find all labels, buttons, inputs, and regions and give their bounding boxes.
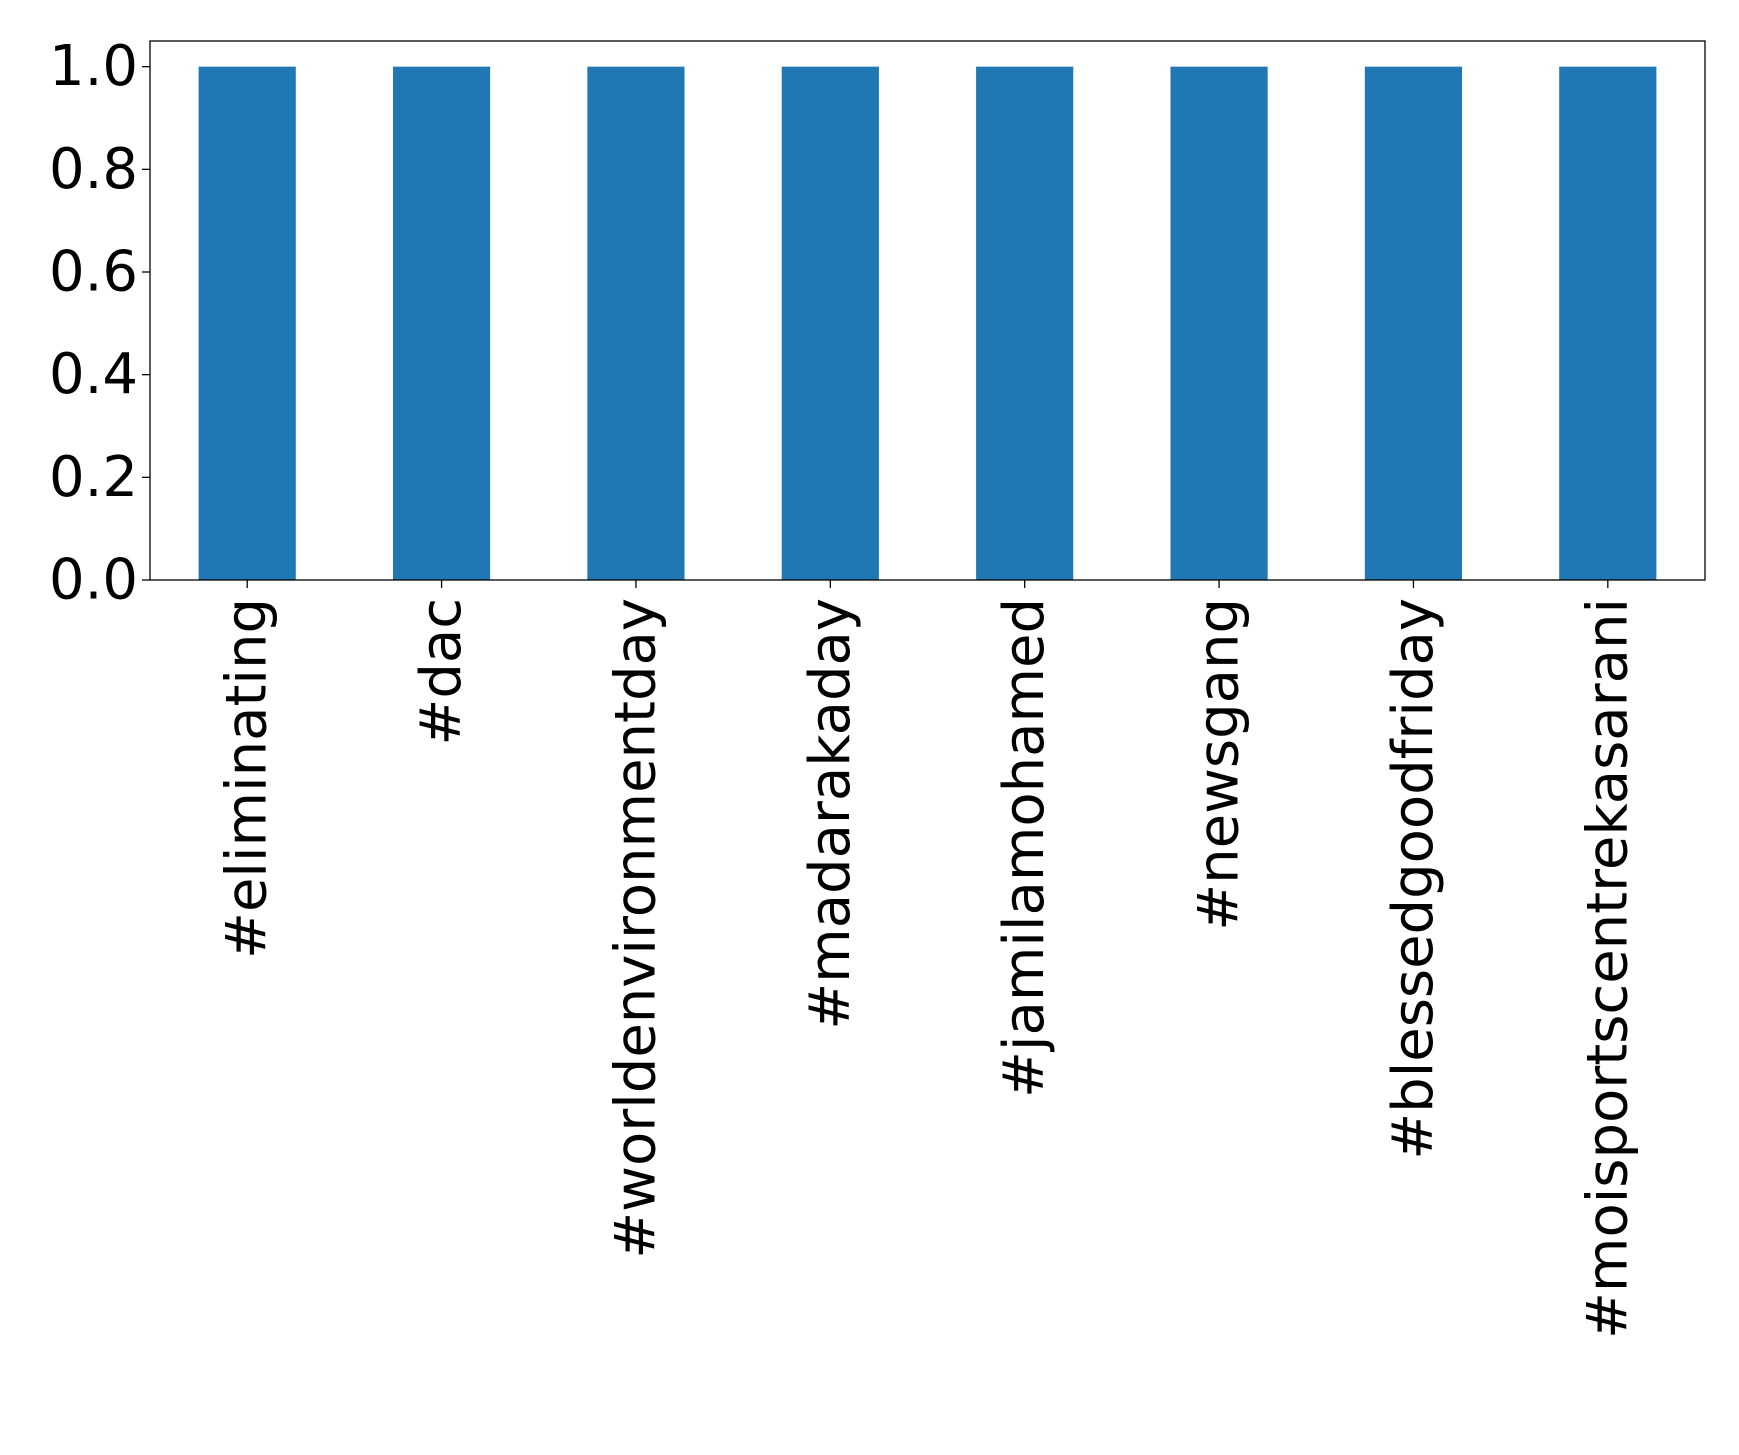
plot-frame xyxy=(149,40,1706,581)
x-tick-label: #moisportscentrekasarani xyxy=(1575,598,1640,1339)
x-tick-label: #blessedgoodfriday xyxy=(1381,598,1446,1160)
bar xyxy=(392,66,491,580)
y-tick-label: 0.0 xyxy=(49,548,138,613)
bars-group xyxy=(198,66,1657,580)
y-tick-label: 1.0 xyxy=(49,34,138,99)
bar xyxy=(1559,66,1657,580)
x-tick-label: #worldenvironmentday xyxy=(603,598,668,1259)
bar xyxy=(1170,66,1268,580)
x-tick-label: #jamilamohamed xyxy=(992,598,1057,1098)
y-tick-label: 0.6 xyxy=(49,240,138,305)
bar xyxy=(781,66,879,580)
x-tick-label: #dac xyxy=(409,598,474,746)
bar xyxy=(587,66,685,580)
y-axis: 0.0 0.2 0.4 0.6 0.8 1.0 xyxy=(49,34,150,613)
x-tick-label: #eliminating xyxy=(215,598,280,959)
y-tick-label: 0.4 xyxy=(49,342,138,407)
y-tick-label: 0.2 xyxy=(49,445,138,510)
bar xyxy=(1364,66,1463,580)
bar xyxy=(198,66,296,580)
x-axis: #eliminating #dac #worldenvironmentday #mad… xyxy=(215,580,1640,1339)
bar xyxy=(976,66,1074,580)
y-tick-label: 0.8 xyxy=(49,137,138,202)
x-tick-label: #newsgang xyxy=(1187,598,1252,931)
x-tick-label: #madarakaday xyxy=(798,598,863,1030)
